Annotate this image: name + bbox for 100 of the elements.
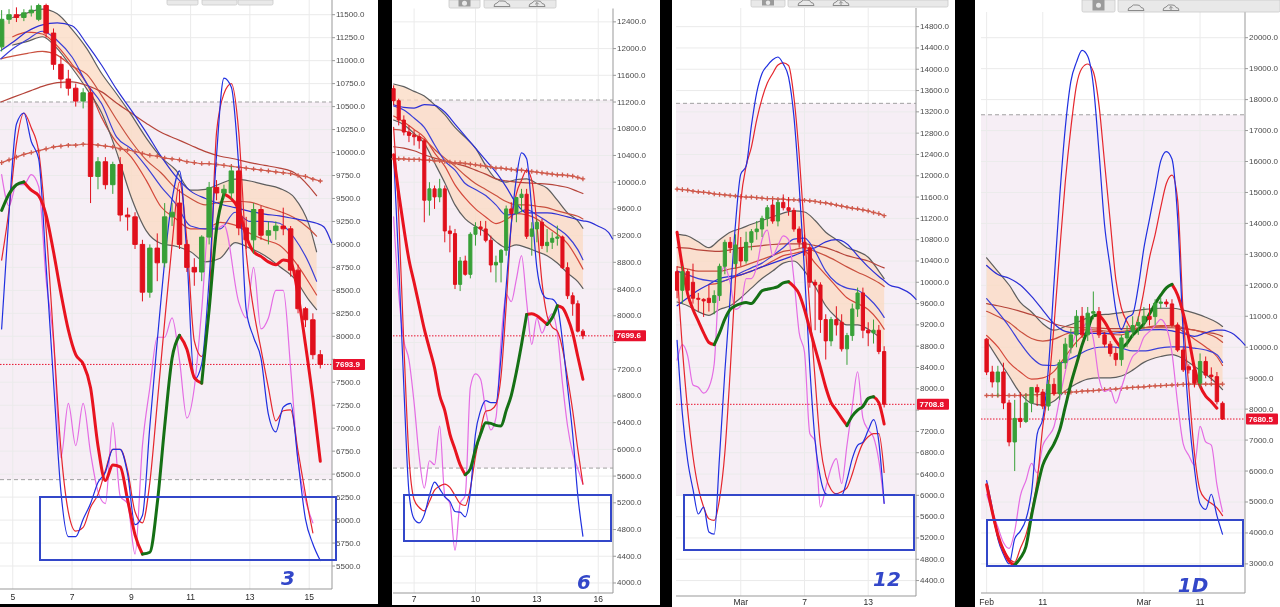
y-tick-label: 19000.0 bbox=[1249, 64, 1279, 74]
x-tick-label: 16 bbox=[593, 594, 604, 604]
annotation: 1D bbox=[1177, 573, 1209, 597]
x-tick-label: 7 bbox=[411, 594, 417, 604]
y-tick-label: 13200.0 bbox=[920, 107, 950, 117]
y-tick-label: 11000.0 bbox=[1249, 311, 1278, 321]
x-tick-label: 15 bbox=[304, 592, 315, 602]
y-tick-label: 10750.0 bbox=[336, 79, 366, 89]
ref-line-label: 7693.9 bbox=[335, 359, 361, 369]
y-tick-label: 13000.0 bbox=[1249, 249, 1279, 259]
y-tick-label: 5600.0 bbox=[617, 471, 643, 481]
y-tick-label: 11000.0 bbox=[336, 56, 365, 66]
x-tick-label: Mar bbox=[733, 596, 749, 607]
y-tick-label: 5200.0 bbox=[617, 498, 643, 508]
y-tick-label: 8000.0 bbox=[920, 384, 946, 394]
y-tick-label: 10000.0 bbox=[617, 177, 647, 187]
y-tick-label: 11600.0 bbox=[920, 192, 949, 202]
y-tick-label: 9000.0 bbox=[336, 239, 362, 249]
y-tick-label: 12000.0 bbox=[920, 171, 950, 181]
y-tick-label: 8750.0 bbox=[336, 262, 362, 272]
ref-line-label: 7699.6 bbox=[616, 331, 642, 341]
y-tick-label: 10800.0 bbox=[920, 235, 950, 245]
y-tick-label: 4800.0 bbox=[920, 554, 946, 564]
y-tick-label: 20000.0 bbox=[1249, 33, 1279, 43]
annotation: 3 bbox=[281, 566, 295, 590]
y-tick-label: 6000.0 bbox=[1249, 466, 1275, 476]
x-tick-label: 11 bbox=[1195, 597, 1205, 607]
y-tick-label: 8000.0 bbox=[1249, 404, 1275, 414]
y-tick-label: 6400.0 bbox=[617, 418, 643, 428]
annotation: 12 bbox=[873, 567, 901, 591]
y-tick-label: 4400.0 bbox=[617, 551, 643, 561]
y-tick-label: 8400.0 bbox=[617, 284, 643, 294]
y-tick-label: 9200.0 bbox=[617, 231, 643, 241]
y-tick-label: 6800.0 bbox=[920, 448, 946, 458]
y-tick-label: 9600.0 bbox=[617, 204, 643, 214]
y-tick-label: 13600.0 bbox=[920, 86, 950, 96]
y-tick-label: 6250.0 bbox=[336, 492, 362, 502]
y-tick-label: 18000.0 bbox=[1249, 95, 1279, 105]
y-tick-label: 14800.0 bbox=[920, 22, 950, 32]
y-tick-label: 11250.0 bbox=[336, 33, 365, 43]
y-tick-label: 8000.0 bbox=[336, 331, 362, 341]
y-tick-label: 8500.0 bbox=[336, 285, 362, 295]
y-tick-label: 3000.0 bbox=[1249, 559, 1275, 569]
x-tick-label: 13 bbox=[863, 596, 874, 607]
x-tick-label: 7 bbox=[69, 592, 75, 602]
y-tick-label: 4400.0 bbox=[920, 576, 946, 586]
y-tick-label: 9500.0 bbox=[336, 193, 362, 203]
y-tick-label: 10800.0 bbox=[617, 124, 647, 134]
y-tick-label: 11200.0 bbox=[920, 213, 949, 223]
y-tick-label: 10400.0 bbox=[920, 256, 950, 266]
y-tick-label: 7250.0 bbox=[336, 400, 362, 410]
y-tick-label: 10400.0 bbox=[617, 150, 647, 160]
y-tick-label: 12000.0 bbox=[617, 44, 647, 54]
x-tick-label: 5 bbox=[10, 592, 16, 602]
y-tick-label: 5000.0 bbox=[1249, 497, 1275, 507]
y-tick-label: 17000.0 bbox=[1249, 126, 1279, 136]
y-tick-label: 6000.0 bbox=[920, 490, 946, 500]
y-tick-label: 5200.0 bbox=[920, 533, 946, 543]
y-tick-label: 11200.0 bbox=[617, 97, 646, 107]
y-tick-label: 7200.0 bbox=[920, 426, 946, 436]
y-tick-label: 10500.0 bbox=[336, 102, 366, 112]
ref-line-label: 7680.5 bbox=[1248, 414, 1274, 424]
y-tick-label: 9750.0 bbox=[336, 171, 362, 181]
y-tick-label: 12800.0 bbox=[920, 128, 950, 138]
y-tick-label: 4000.0 bbox=[617, 578, 643, 588]
y-tick-label: 8800.0 bbox=[920, 341, 946, 351]
x-tick-label: 13 bbox=[532, 594, 542, 604]
y-tick-label: 9250.0 bbox=[336, 216, 362, 226]
y-tick-label: 11500.0 bbox=[336, 10, 365, 20]
y-tick-label: 7500.0 bbox=[336, 377, 362, 387]
y-tick-label: 9600.0 bbox=[920, 299, 946, 309]
y-tick-label: 14000.0 bbox=[1249, 218, 1279, 228]
y-tick-label: 7200.0 bbox=[617, 364, 643, 374]
y-tick-label: 8800.0 bbox=[617, 257, 643, 267]
y-tick-label: 11600.0 bbox=[617, 70, 646, 80]
x-tick-label: Mar bbox=[1136, 597, 1152, 607]
y-tick-label: 7000.0 bbox=[336, 423, 362, 433]
y-tick-label: 7000.0 bbox=[1249, 435, 1275, 445]
y-tick-label: 5750.0 bbox=[336, 538, 362, 548]
y-tick-label: 12000.0 bbox=[1249, 280, 1279, 290]
x-tick-label: 10 bbox=[470, 594, 481, 604]
y-tick-label: 4000.0 bbox=[1249, 528, 1275, 538]
y-tick-label: 9200.0 bbox=[920, 320, 946, 330]
y-tick-label: 16000.0 bbox=[1249, 157, 1279, 167]
y-tick-label: 6500.0 bbox=[336, 469, 362, 479]
y-tick-label: 15000.0 bbox=[1249, 187, 1279, 197]
x-tick-label: 11 bbox=[1038, 597, 1048, 607]
y-tick-label: 6400.0 bbox=[920, 469, 946, 479]
x-tick-label: 11 bbox=[186, 592, 196, 602]
y-tick-label: 6800.0 bbox=[617, 391, 643, 401]
y-tick-label: 6000.0 bbox=[336, 515, 362, 525]
x-tick-label: 13 bbox=[245, 592, 255, 602]
y-tick-label: 5600.0 bbox=[920, 512, 946, 522]
x-tick-label: Feb bbox=[979, 597, 995, 607]
ref-line-label: 7708.8 bbox=[919, 399, 945, 409]
y-tick-label: 9000.0 bbox=[1249, 373, 1275, 383]
y-tick-label: 8250.0 bbox=[336, 308, 362, 318]
y-tick-label: 12400.0 bbox=[617, 17, 647, 27]
y-tick-label: 10250.0 bbox=[336, 125, 366, 135]
y-tick-label: 6750.0 bbox=[336, 446, 362, 456]
